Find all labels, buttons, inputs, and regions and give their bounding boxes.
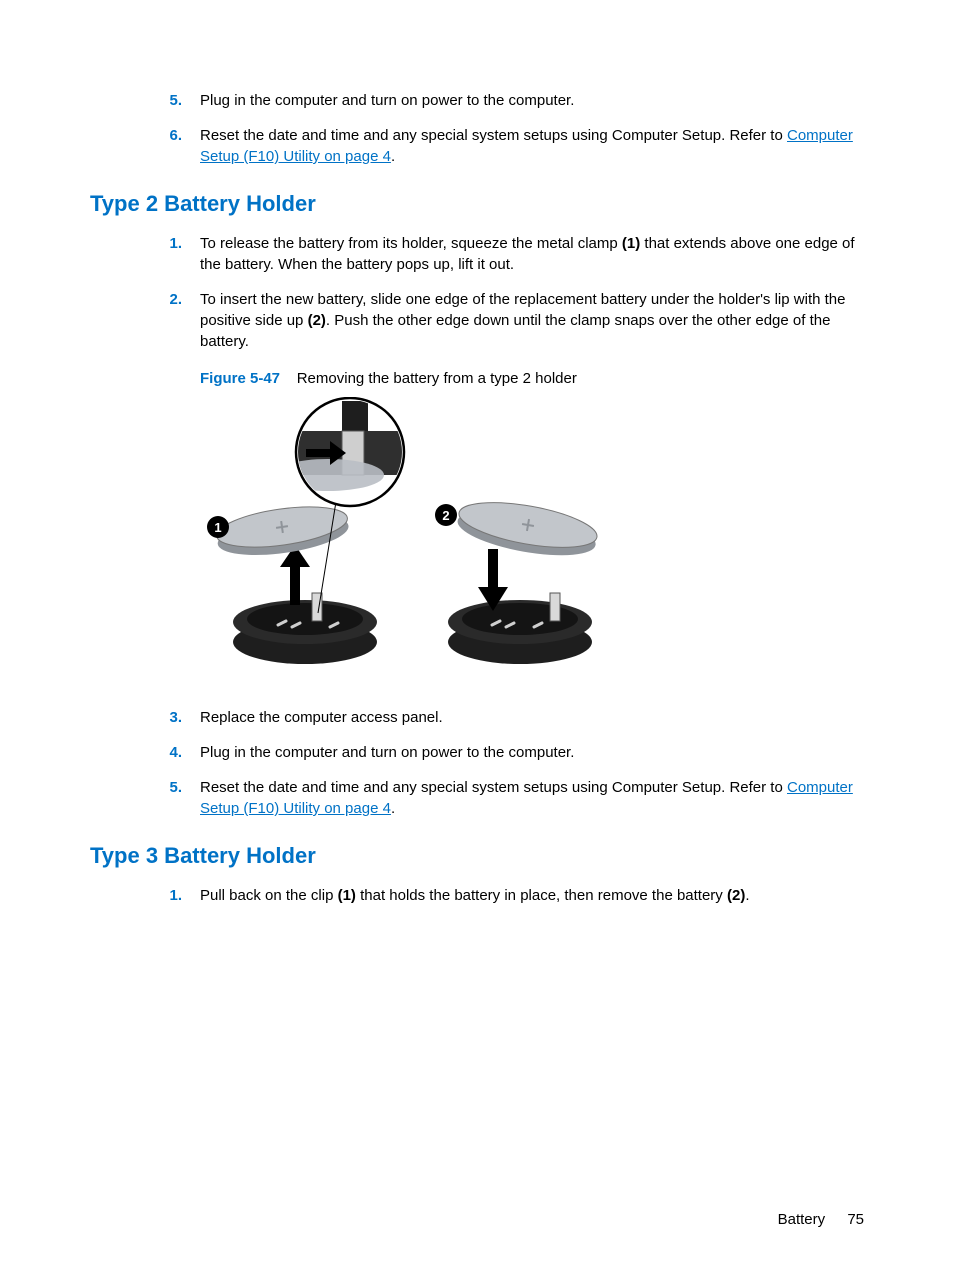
list-text-post: . [391,148,395,165]
svg-text:2: 2 [442,508,449,523]
list-number: 1. [162,233,200,275]
list-number: 1. [162,885,200,906]
list-text: Replace the computer access panel. [200,707,864,728]
holder-right-icon [448,593,592,664]
list-number: 5. [162,90,200,111]
list-text: Plug in the computer and turn on power t… [200,742,864,763]
list-number: 6. [162,125,200,167]
list-item: 5. Reset the date and time and any speci… [162,777,864,819]
list-item: 6. Reset the date and time and any speci… [162,125,864,167]
list-number: 3. [162,707,200,728]
heading-type2: Type 2 Battery Holder [90,191,864,217]
list-text: Reset the date and time and any special … [200,777,864,819]
page-footer: Battery 75 [778,1211,864,1228]
figure-5-47: 1 2 [200,397,620,687]
callout-1-icon: 1 [207,516,229,538]
holder-left-icon [233,593,377,664]
battery-right-icon [454,494,600,564]
callout-2-icon: 2 [435,504,457,526]
figure-caption: Figure 5-47 Removing the battery from a … [200,370,864,387]
list-text: Pull back on the clip (1) that holds the… [200,885,864,906]
list-item: 1. Pull back on the clip (1) that holds … [162,885,864,906]
footer-label: Battery [778,1211,826,1228]
list-text: Plug in the computer and turn on power t… [200,90,864,111]
list-item: 5. Plug in the computer and turn on powe… [162,90,864,111]
list-number: 5. [162,777,200,819]
list-item: 2. To insert the new battery, slide one … [162,289,864,352]
page-number: 75 [847,1211,864,1228]
heading-type3: Type 3 Battery Holder [90,843,864,869]
figure-label: Figure 5-47 [200,370,280,387]
list-number: 2. [162,289,200,352]
list-text: To release the battery from its holder, … [200,233,864,275]
figure-caption-text: Removing the battery from a type 2 holde… [297,370,577,387]
list-text: Reset the date and time and any special … [200,125,864,167]
up-arrow-icon [280,545,310,605]
magnifier-icon [272,398,404,506]
svg-text:1: 1 [214,520,221,535]
list-item: 4. Plug in the computer and turn on powe… [162,742,864,763]
list-item: 1. To release the battery from its holde… [162,233,864,275]
list-item: 3. Replace the computer access panel. [162,707,864,728]
list-number: 4. [162,742,200,763]
list-text-pre: Reset the date and time and any special … [200,127,787,144]
battery-left-icon [214,500,351,562]
list-text: To insert the new battery, slide one edg… [200,289,864,352]
